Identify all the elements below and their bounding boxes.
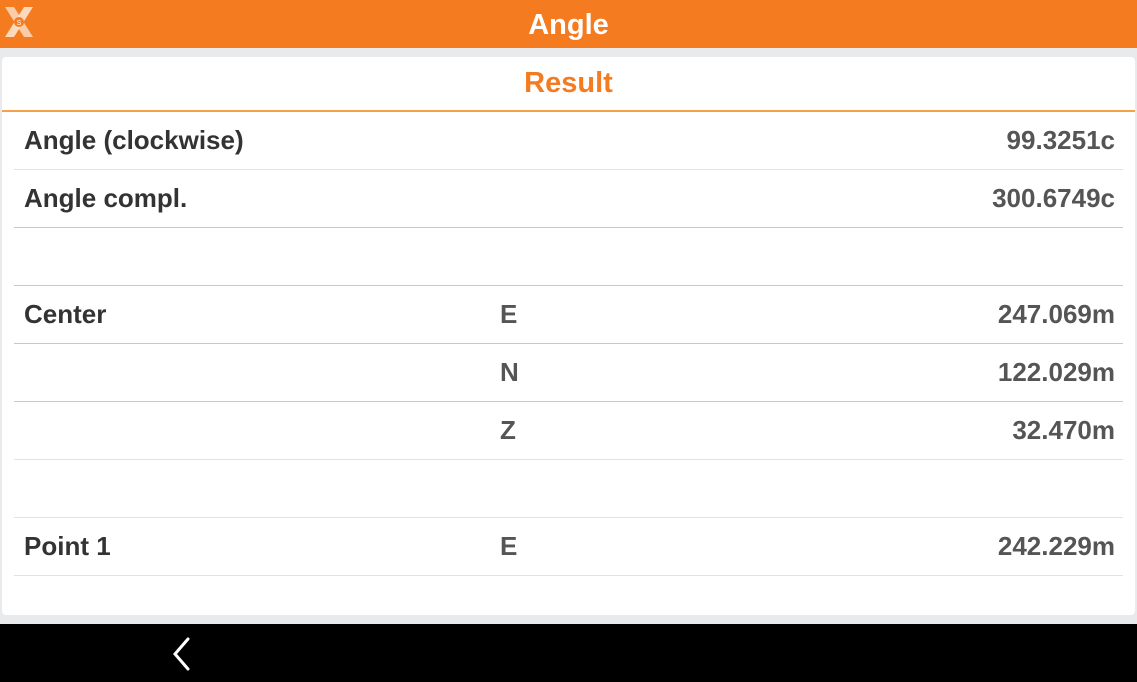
row-value: 242.229m bbox=[997, 531, 1115, 561]
result-card: Result Angle (clockwise) 99.3251c Angle c… bbox=[2, 57, 1135, 615]
row-value: 300.6749c bbox=[992, 183, 1115, 213]
row-label: Angle (clockwise) bbox=[24, 125, 244, 155]
row-axis: Z bbox=[500, 415, 516, 445]
row-value: 247.069m bbox=[997, 299, 1115, 329]
result-row-center-e: Center E 247.069m bbox=[14, 286, 1123, 344]
result-row-spacer bbox=[14, 460, 1123, 518]
row-label: Angle compl. bbox=[24, 183, 188, 213]
row-value: 32.470m bbox=[1012, 415, 1115, 445]
row-label: Center bbox=[24, 299, 107, 329]
chevron-left-icon[interactable] bbox=[168, 635, 198, 673]
system-nav-bar bbox=[0, 624, 1137, 682]
xs-logo-icon[interactable]: S bbox=[2, 4, 36, 40]
row-axis: E bbox=[500, 531, 518, 561]
result-list: Angle (clockwise) 99.3251c Angle compl. 30… bbox=[2, 112, 1135, 576]
page-title: Angle bbox=[528, 9, 609, 41]
svg-text:S: S bbox=[17, 20, 22, 27]
result-row-center-z: Z 32.470m bbox=[14, 402, 1123, 460]
result-row-point1-e: Point 1 E 242.229m bbox=[14, 518, 1123, 576]
row-axis: N bbox=[500, 357, 519, 387]
result-row-angle-compl: Angle compl. 300.6749c bbox=[14, 170, 1123, 228]
result-heading: Result bbox=[2, 57, 1135, 112]
row-value: 99.3251c bbox=[1006, 125, 1115, 155]
result-row-spacer bbox=[14, 228, 1123, 286]
row-axis: E bbox=[500, 299, 518, 329]
result-row-angle-clockwise: Angle (clockwise) 99.3251c bbox=[14, 112, 1123, 170]
app-header: S Angle bbox=[0, 0, 1137, 48]
row-label: Point 1 bbox=[24, 531, 111, 561]
result-row-center-n: N 122.029m bbox=[14, 344, 1123, 402]
row-value: 122.029m bbox=[997, 357, 1115, 387]
